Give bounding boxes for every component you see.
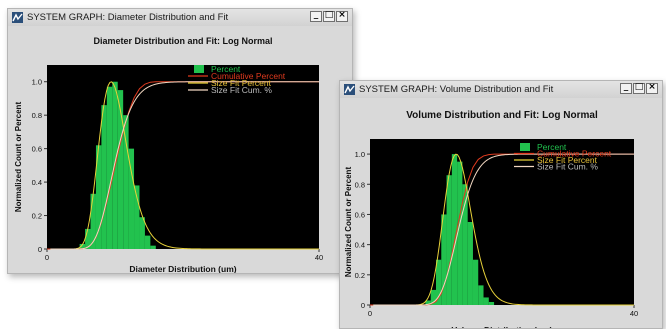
legend-swatch-percent (520, 143, 530, 151)
y-tick-label: 0.4 (355, 241, 365, 250)
close-icon: × (648, 82, 656, 92)
percent-bar (436, 259, 442, 305)
y-tick-label: 0.6 (355, 210, 365, 219)
percent-bar (441, 214, 447, 305)
percent-bar (488, 301, 495, 305)
window-title: SYSTEM GRAPH: Volume Distribution and Fi… (359, 84, 554, 95)
percent-bar (478, 285, 484, 305)
legend-label: Size Fit Percent (211, 78, 272, 88)
percent-bar (79, 243, 86, 249)
y-tick-label: 1.0 (32, 78, 42, 87)
percent-bar (472, 259, 479, 305)
percent-bar (483, 297, 489, 305)
legend-label: Percent (537, 142, 567, 152)
maximize-button[interactable]: □ (633, 82, 645, 94)
close-button[interactable]: × (646, 82, 658, 94)
x-tick-label: 0 (368, 309, 372, 318)
y-axis-label: Normalized Count or Percent (14, 102, 23, 213)
percent-bar (95, 145, 102, 249)
maximize-button[interactable]: □ (323, 10, 335, 22)
percent-bar (117, 90, 124, 249)
percent-bar (101, 105, 107, 250)
legend-label: Size Fit Cum. % (211, 85, 272, 95)
percent-bar (128, 148, 135, 249)
percent-bar (467, 222, 473, 305)
y-tick-label: 0.8 (355, 180, 365, 189)
x-tick-label: 0 (45, 253, 49, 262)
size-fit-percent-line (50, 81, 319, 250)
maximize-icon: □ (324, 10, 334, 20)
percent-bar (150, 245, 156, 249)
minimize-icon: _ (313, 10, 319, 20)
size-fit-cum-line (50, 81, 319, 250)
chart-title: Volume Distribution and Fit: Log Normal (406, 110, 598, 121)
y-tick-label: 1.0 (355, 150, 365, 159)
minimize-button[interactable]: _ (620, 82, 632, 94)
window-title: SYSTEM GRAPH: Diameter Distribution and … (27, 12, 229, 23)
legend-swatch-percent (194, 65, 204, 73)
legend-label: Size Fit Cum. % (537, 162, 598, 172)
percent-bar (106, 86, 113, 249)
percent-bar (85, 228, 91, 249)
y-tick-label: 0.2 (355, 271, 365, 280)
percent-bar (446, 175, 452, 305)
title-bar[interactable]: SYSTEM GRAPH: Diameter Distribution and … (8, 9, 352, 26)
legend-label: Cumulative Percent (537, 149, 612, 159)
y-tick-label: 0.6 (32, 145, 42, 154)
percent-bar (457, 161, 463, 305)
percent-bar (139, 217, 145, 249)
size-fit-cum-line (373, 153, 634, 306)
volume-distribution-chart: Volume Distribution and Fit: Log Normal 0… (344, 110, 638, 328)
x-tick-label: 40 (315, 253, 323, 262)
title-bar[interactable]: SYSTEM GRAPH: Volume Distribution and Fi… (340, 81, 662, 98)
y-tick-label: 0.2 (32, 212, 42, 221)
chart-title: Diameter Distribution and Fit: Log Norma… (93, 36, 272, 46)
percent-bar (425, 300, 431, 305)
plot-area (370, 139, 634, 305)
minimize-button[interactable]: _ (310, 10, 322, 22)
percent-bar (430, 289, 436, 305)
y-tick-label: 0 (361, 301, 365, 310)
plot-area (47, 65, 319, 249)
app-icon (12, 12, 23, 23)
app-icon (344, 84, 355, 95)
cumulative-percent-line (370, 153, 634, 306)
y-tick-label: 0 (38, 245, 42, 254)
close-icon: × (338, 10, 346, 20)
maximize-icon: □ (634, 82, 644, 92)
legend-label: Size Fit Percent (537, 155, 598, 165)
x-tick-label: 40 (630, 309, 638, 318)
y-tick-label: 0.4 (32, 178, 42, 187)
diameter-graph-window: SYSTEM GRAPH: Diameter Distribution and … (7, 8, 353, 274)
percent-bar (134, 185, 140, 249)
x-axis-label: Diameter Distribution (um) (129, 264, 236, 273)
volume-graph-window: SYSTEM GRAPH: Volume Distribution and Fi… (339, 80, 663, 329)
percent-bar (123, 115, 129, 249)
legend-label: Percent (211, 64, 241, 74)
y-axis-label: Normalized Count or Percent (344, 167, 353, 278)
percent-bar (90, 193, 96, 249)
y-tick-label: 0.8 (32, 111, 42, 120)
percent-bar (451, 154, 458, 305)
minimize-icon: _ (623, 82, 629, 92)
percent-bar (462, 184, 468, 305)
diameter-distribution-chart: Diameter Distribution and Fit: Log Norma… (14, 36, 323, 273)
close-button[interactable]: × (336, 10, 348, 22)
percent-bar (144, 235, 151, 249)
legend-label: Cumulative Percent (211, 71, 286, 81)
